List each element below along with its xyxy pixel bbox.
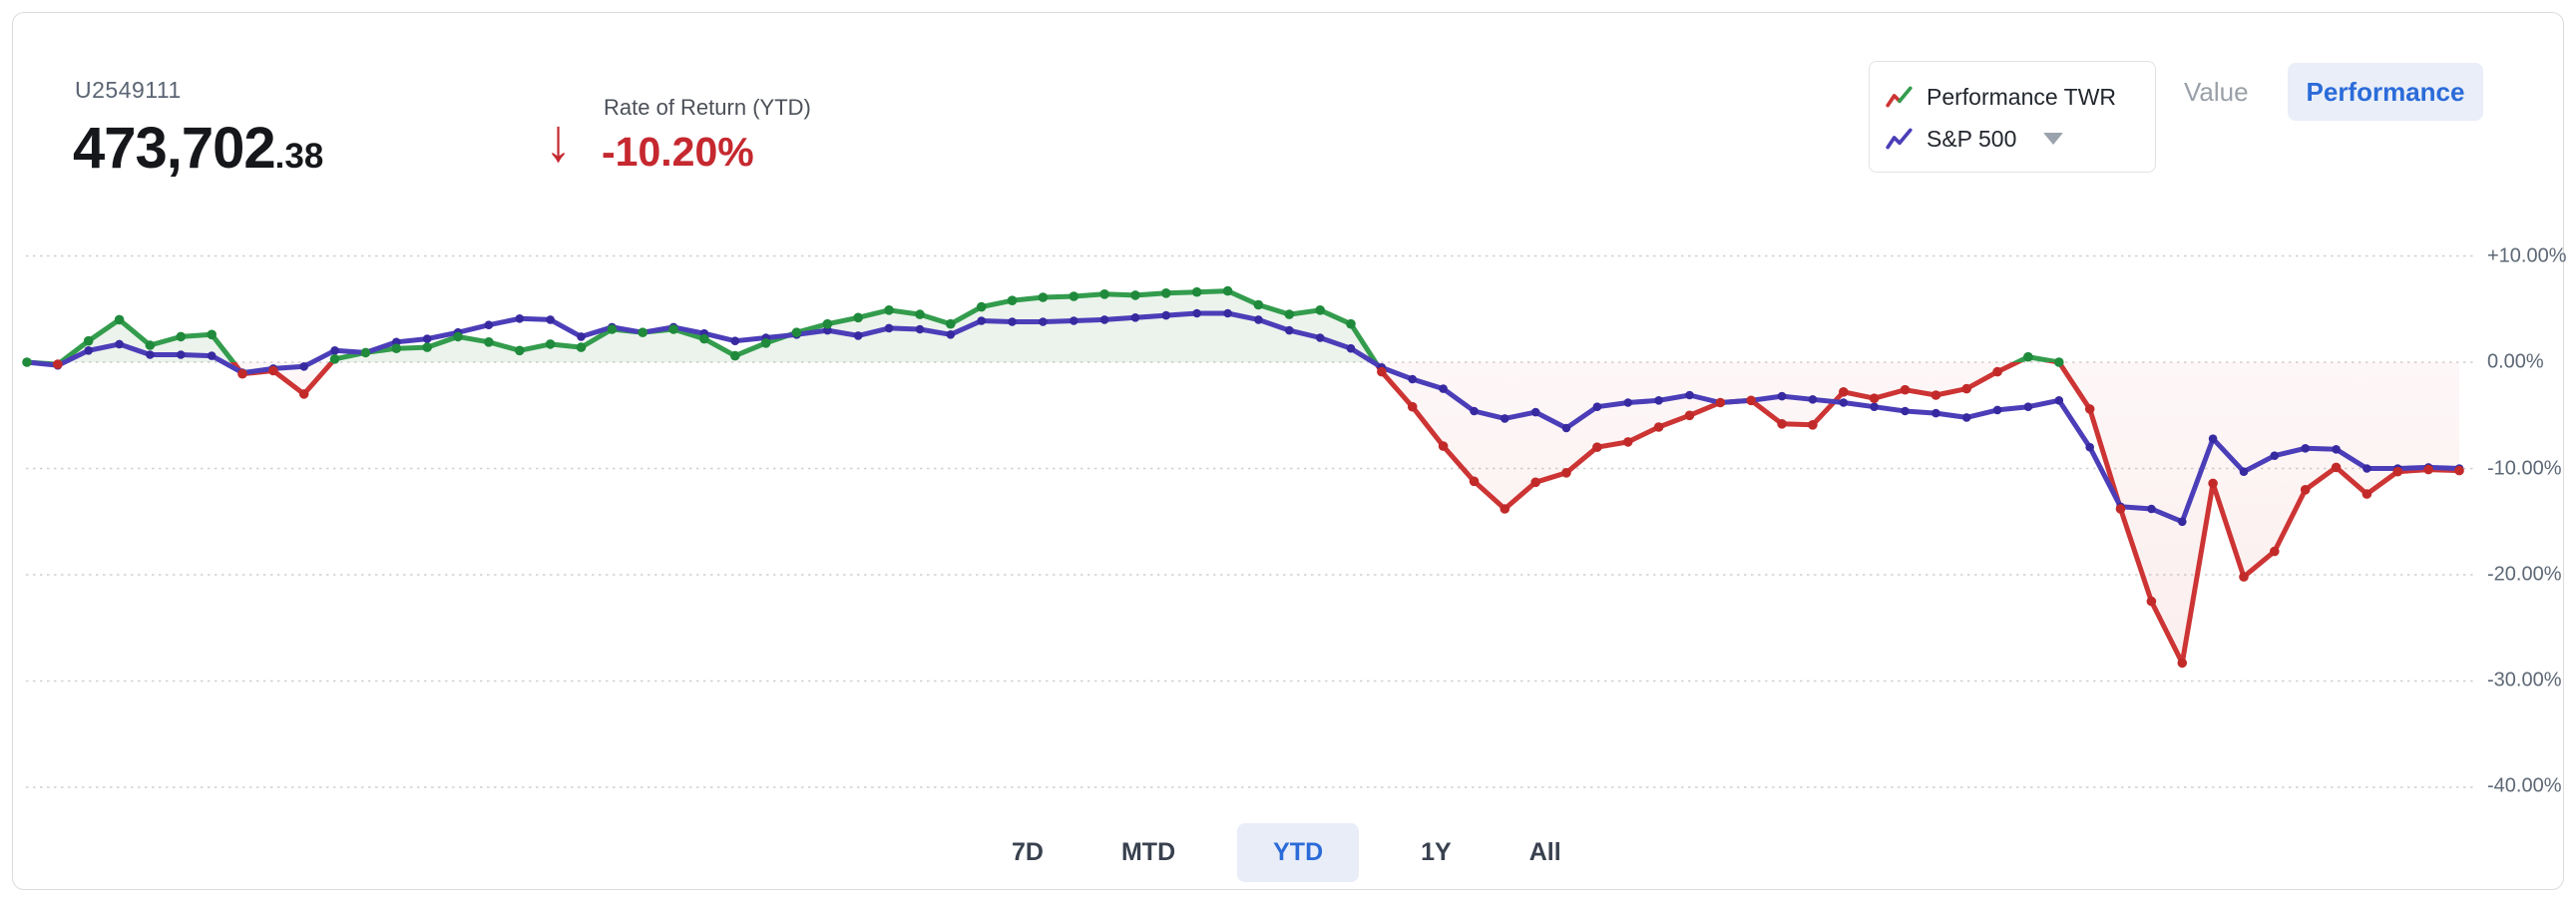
rate-of-return-label: Rate of Return (YTD) (604, 95, 811, 120)
legend-item-performance-twr[interactable]: Performance TWR (1886, 76, 2139, 118)
range-tab-7d[interactable]: 7D (1012, 838, 1044, 866)
range-tab-ytd[interactable]: YTD (1237, 823, 1360, 882)
y-axis-tick: +10.00% (2487, 244, 2567, 267)
portfolio-value-decimals: .38 (274, 137, 324, 176)
sp500-line-icon (1886, 128, 1913, 150)
legend-label-sp500: S&P 500 (1927, 125, 2017, 152)
performance-toggle-button[interactable]: Performance (2288, 63, 2483, 121)
rate-of-return-value: -10.20% (602, 129, 754, 175)
down-arrow-icon: ↓ (545, 106, 572, 175)
chevron-down-icon[interactable] (2043, 133, 2064, 145)
range-tabs: 7D MTD YTD 1Y All (996, 823, 1577, 882)
chart-legend: Performance TWR S&P 500 (1869, 61, 2156, 173)
range-tab-all[interactable]: All (1528, 838, 1561, 866)
portfolio-value-main: 473,702 (73, 116, 276, 181)
y-axis-tick: -20.00% (2487, 563, 2562, 586)
range-tab-1y[interactable]: 1Y (1421, 838, 1452, 866)
performance-twr-line-icon (1886, 86, 1913, 108)
legend-item-sp500[interactable]: S&P 500 (1886, 118, 2139, 160)
portfolio-performance-card: U2549111 473,702.38 ↓ Rate of Return (YT… (12, 12, 2567, 890)
y-axis-tick: 0.00% (2487, 350, 2544, 373)
range-tab-mtd[interactable]: MTD (1120, 838, 1176, 866)
y-axis-tick: -30.00% (2487, 669, 2562, 691)
account-id: U2549111 (75, 77, 182, 103)
y-axis-tick: -10.00% (2487, 457, 2562, 480)
y-axis-tick: -40.00% (2487, 774, 2562, 797)
portfolio-value: 473,702.38 (73, 115, 323, 182)
value-toggle-button[interactable]: Value (2184, 77, 2249, 107)
legend-label-performance-twr: Performance TWR (1927, 83, 2117, 110)
performance-line-chart[interactable] (13, 13, 2576, 917)
